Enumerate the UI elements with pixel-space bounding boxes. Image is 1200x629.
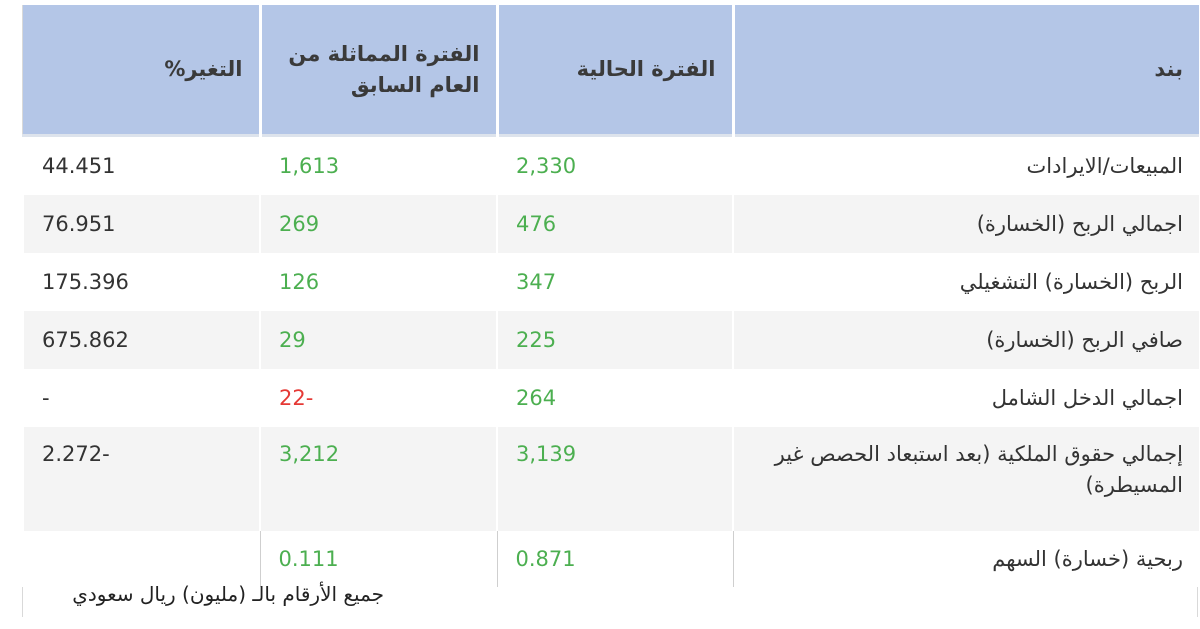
row-current-value: 2,330 bbox=[496, 135, 733, 195]
header-current-period: الفترة الحالية bbox=[495, 5, 733, 136]
row-item-label: اجمالي الدخل الشامل bbox=[732, 369, 1199, 427]
row-change-value bbox=[22, 531, 260, 587]
row-item-label: المبيعات/الايرادات bbox=[732, 135, 1199, 195]
financial-results-table: بند الفترة الحالية الفترة المماثلة من ال… bbox=[22, 5, 1199, 587]
table-row: إجمالي حقوق الملكية (بعد استبعاد الحصص غ… bbox=[22, 427, 1199, 531]
row-previous-value: 0.111 bbox=[259, 531, 497, 587]
header-previous-period: الفترة المماثلة من العام السابق bbox=[258, 5, 497, 136]
header-item: بند bbox=[731, 5, 1199, 136]
header-change-percent: التغير% bbox=[23, 5, 260, 136]
table-row: المبيعات/الايرادات 2,330 1,613 44.451 bbox=[22, 135, 1199, 195]
row-change-value: 76.951 bbox=[22, 195, 260, 253]
table-header-row: بند الفترة الحالية الفترة المماثلة من ال… bbox=[23, 5, 1199, 136]
row-current-value: 0.871 bbox=[496, 531, 733, 587]
row-current-value: 347 bbox=[496, 253, 733, 311]
row-previous-value: 269 bbox=[259, 195, 497, 253]
row-item-label: صافي الربح (الخسارة) bbox=[732, 311, 1199, 369]
row-change-value: 44.451 bbox=[22, 135, 260, 195]
row-previous-value: 126 bbox=[259, 253, 497, 311]
row-change-value: -2.272 bbox=[22, 427, 260, 531]
table-row: ربحية (خسارة) السهم 0.871 0.111 bbox=[22, 531, 1199, 587]
table-row: صافي الربح (الخسارة) 225 29 675.862 bbox=[22, 311, 1199, 369]
row-previous-value: 29 bbox=[259, 311, 497, 369]
row-current-value: 476 bbox=[496, 195, 733, 253]
units-footnote: جميع الأرقام بالـ (مليون) ريال سعودي bbox=[72, 582, 384, 606]
table-row: اجمالي الدخل الشامل 264 -22 - bbox=[22, 369, 1199, 427]
row-current-value: 3,139 bbox=[496, 427, 733, 531]
row-item-label: الربح (الخسارة) التشغيلي bbox=[732, 253, 1199, 311]
row-item-label: إجمالي حقوق الملكية (بعد استبعاد الحصص غ… bbox=[732, 427, 1199, 531]
table-row: الربح (الخسارة) التشغيلي 347 126 175.396 bbox=[22, 253, 1199, 311]
row-current-value: 264 bbox=[496, 369, 733, 427]
row-previous-value: 3,212 bbox=[259, 427, 497, 531]
row-change-value: - bbox=[22, 369, 260, 427]
row-item-label: ربحية (خسارة) السهم bbox=[732, 531, 1199, 587]
row-change-value: 175.396 bbox=[22, 253, 260, 311]
row-current-value: 225 bbox=[496, 311, 733, 369]
row-previous-value: -22 bbox=[259, 369, 497, 427]
row-item-label: اجمالي الربح (الخسارة) bbox=[732, 195, 1199, 253]
table-row: اجمالي الربح (الخسارة) 476 269 76.951 bbox=[22, 195, 1199, 253]
row-previous-value: 1,613 bbox=[259, 135, 497, 195]
row-change-value: 675.862 bbox=[22, 311, 260, 369]
